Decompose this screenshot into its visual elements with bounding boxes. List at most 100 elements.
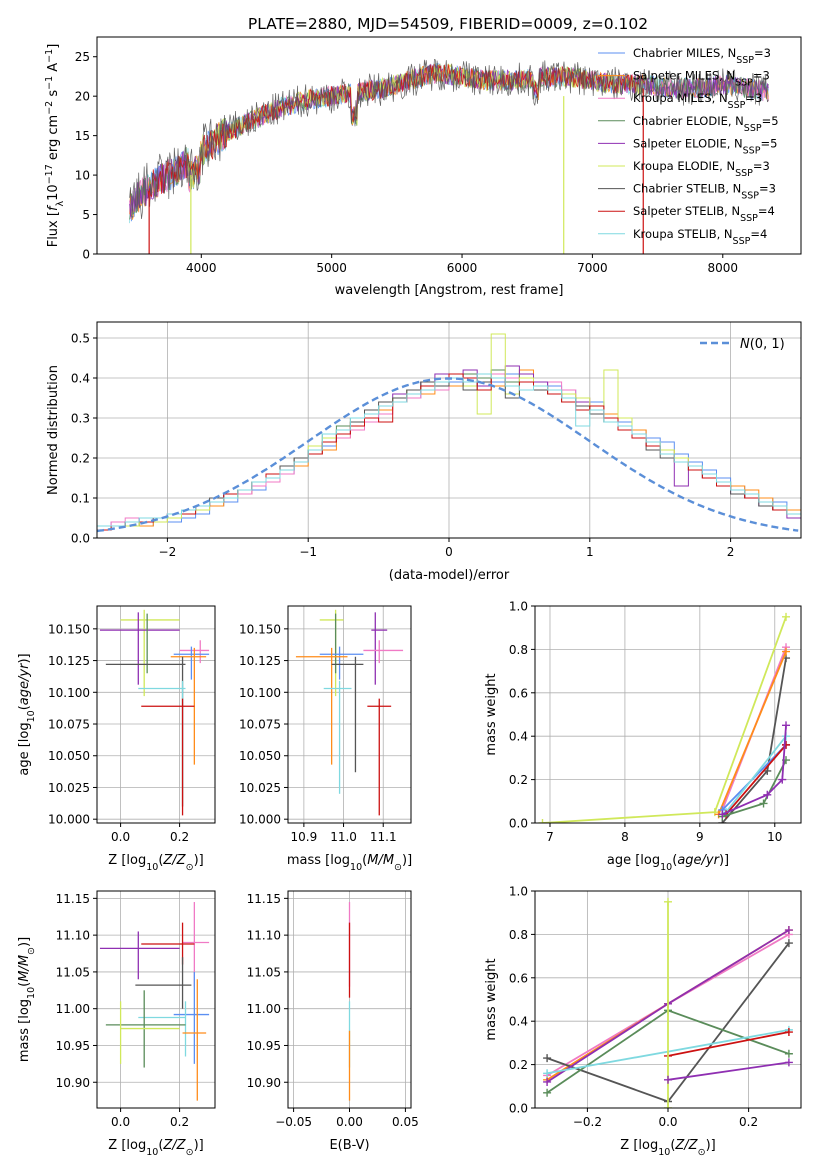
age_vs_Z-ylabel-part: )] <box>17 653 32 663</box>
mass_vs_Z-xtick-label: 0.2 <box>170 1115 189 1129</box>
spectrum-ytick-label: 0 <box>82 248 90 262</box>
weight-marker <box>784 926 793 935</box>
mass_vs_Z-xlabel-part: Z/Z <box>162 1138 186 1153</box>
spectrum-ylabel-part: λ <box>55 200 66 206</box>
mass_vs_ebv-ytick-label: 10.90 <box>247 1076 281 1090</box>
weights_vs_Z-xlabel-part: Z/Z <box>674 1138 698 1153</box>
weights_vs_Z-panel: −0.2 0.0 0.2 0.0 0.2 0.4 0.6 0.8 1.0 Z [log10(Z/Z… <box>484 885 802 1158</box>
spectrum-ytick-label: 20 <box>75 90 90 104</box>
weight-marker <box>543 1054 552 1063</box>
spectrum-ytick-label: 25 <box>75 50 90 64</box>
age_vs_mass-ytick-label: 10.100 <box>239 686 281 700</box>
weights_vs_age-ytick-label: 0.2 <box>509 773 528 787</box>
age_vs_mass-xlabel: mass [log10(M/M⊙)] <box>287 853 412 873</box>
spectrum-ytick-label: 10 <box>75 169 90 183</box>
age_vs_mass-xlabel-part: )] <box>402 853 412 868</box>
weights_vs_Z-xtick-label: 0.0 <box>658 1115 677 1129</box>
legend-label-part: Kroupa STELIB, N <box>633 227 733 241</box>
age_vs_Z-ytick-label: 10.025 <box>48 781 90 795</box>
age_vs_Z-xlabel-part: )] <box>194 853 204 868</box>
mass_vs_Z-xtick-label: 0.0 <box>111 1115 130 1129</box>
legend-label-part: Chabrier ELODIE, N <box>633 114 744 128</box>
weight-line <box>725 735 787 813</box>
mass_vs_Z-ylabel-part: ⊙ <box>26 947 37 955</box>
age_vs_Z-ylabel-part: 10 <box>26 710 37 722</box>
spectrum-line <box>129 59 769 220</box>
weights_vs_Z-ytick-label: 0.6 <box>509 971 528 985</box>
mass_vs_Z-ytick-label: 11.15 <box>56 892 90 906</box>
weights_vs_age-ytick-label: 1.0 <box>509 600 528 614</box>
spectrum-ylabel-part: A <box>46 63 61 76</box>
weights_vs_age-xlabel-part: 10 <box>660 862 672 873</box>
age_vs_Z-xlabel-part: ( <box>158 853 163 868</box>
weight-marker <box>778 775 787 784</box>
legend-label-part: =3 <box>745 91 762 105</box>
mass_vs_Z-ylabel-part: mass [log <box>17 999 32 1062</box>
weights_vs_Z-ytick-label: 0.2 <box>509 1058 528 1072</box>
mass_vs_Z-grid <box>97 891 215 1108</box>
residuals-xtick-label: −2 <box>159 545 177 559</box>
age_vs_Z-ytick-label: 10.100 <box>48 686 90 700</box>
weight-marker <box>664 1075 672 1084</box>
weights_vs_age-xtick-label: 8 <box>621 830 629 844</box>
spectrum-xtick-label: 5000 <box>316 261 347 275</box>
age_vs_mass-plot-area <box>295 609 404 816</box>
age_vs_Z-ylabel-part: ( <box>17 705 32 710</box>
spectrum-ylabel-part: −1 <box>44 49 55 63</box>
residuals-xlabel-part: (data-model)/error <box>389 568 510 583</box>
legend-label-part: =3 <box>753 69 770 83</box>
spectrum-xtick-label: 8000 <box>708 261 739 275</box>
weights_vs_Z-ytick-label: 0.8 <box>509 928 528 942</box>
age_vs_mass-xtick-label: 11.0 <box>330 830 357 844</box>
weights_vs_age-xlabel-part: ( <box>672 853 677 868</box>
age_vs_Z-ytick-label: 10.125 <box>48 654 90 668</box>
legend-label-part: SSP <box>740 213 758 224</box>
mass_vs_Z-ylabel: mass [log10(M/M⊙)] <box>17 937 37 1062</box>
legend-label: Chabrier STELIB, NSSP=3 <box>633 182 776 202</box>
age_vs_Z-ytick-label: 10.050 <box>48 749 90 763</box>
spectrum-ylabel-part: −17 <box>44 164 55 184</box>
spectrum-ylabel-part: ] <box>46 44 61 49</box>
legend-label-part: N <box>740 337 750 352</box>
age_vs_Z-panel: 0.0 0.2 10.000 10.025 10.050 10.075 10.100 10.1… <box>17 605 216 873</box>
weight-line <box>667 1061 790 1081</box>
residuals-xtick-label: 2 <box>727 545 735 559</box>
weights_vs_age-ytick-label: 0.8 <box>509 643 528 657</box>
residuals-ytick-label: 0.5 <box>71 332 90 346</box>
weights_vs_Z-xlabel: Z [log10(Z/Z⊙)] <box>620 1138 715 1158</box>
legend-label: Kroupa STELIB, NSSP=4 <box>633 227 767 247</box>
spectrum-xlabel-part: wavelength [Angstrom, rest frame] <box>335 283 564 298</box>
weights_vs_age-xtick-label: 10 <box>767 830 782 844</box>
mass_vs_Z-ytick-label: 11.00 <box>56 1002 90 1016</box>
weight-line <box>721 725 787 816</box>
age_vs_Z-ytick-label: 10.150 <box>48 622 90 636</box>
residuals-ytick-label: 0.2 <box>71 452 90 466</box>
weights_vs_Z-xtick-label: 0.2 <box>739 1115 758 1129</box>
weights_vs_Z-ylabel-part: mass weight <box>484 958 499 1040</box>
weight-marker <box>763 790 772 799</box>
residuals-xtick-label: −1 <box>299 545 317 559</box>
weights_vs_Z-xlabel-part: ( <box>670 1138 675 1153</box>
legend-label-part: =4 <box>750 227 767 241</box>
mass_vs_Z-ytick-label: 10.90 <box>56 1076 90 1090</box>
legend-label-part: SSP <box>728 100 746 111</box>
weight-marker <box>664 897 672 906</box>
legend-label-part: =4 <box>758 204 775 218</box>
legend-label: Kroupa ELODIE, NSSP=3 <box>633 159 770 179</box>
mass_vs_Z-panel: 0.0 0.2 10.90 10.95 11.00 11.05 11.10 11.15 Z [l… <box>17 890 216 1158</box>
weight-marker <box>782 647 791 656</box>
age_vs_mass-xlabel-part: ⊙ <box>394 862 402 873</box>
weights_vs_Z-xlabel-part: Z [log <box>620 1138 658 1153</box>
residuals-ytick-label: 0.4 <box>71 372 90 386</box>
legend-label-part: SSP <box>743 145 761 156</box>
spectrum-frame <box>96 36 802 255</box>
legend-label: Salpeter MILES, NSSP=3 <box>633 69 770 89</box>
weight-line <box>717 651 787 815</box>
age_vs_mass-xlabel-part: ( <box>362 853 367 868</box>
age_vs_mass-xlabel-part: 10 <box>350 862 362 873</box>
weights_vs_age-xlabel: age [log10(age/yr)] <box>607 853 729 873</box>
residuals-xtick-label: 1 <box>586 545 594 559</box>
mass_vs_Z-xlabel-part: 10 <box>146 1147 158 1158</box>
